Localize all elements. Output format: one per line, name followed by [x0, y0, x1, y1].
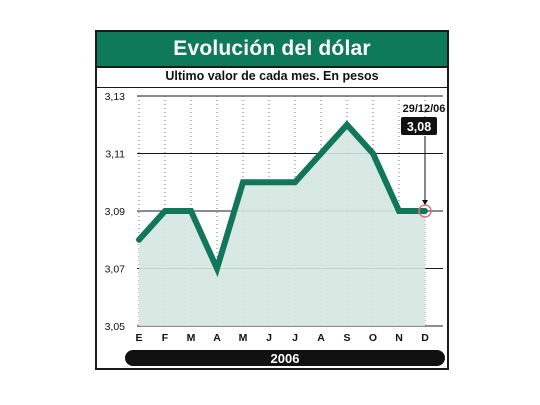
x-tick-label: M: [239, 332, 248, 344]
x-tick-label: N: [395, 332, 403, 344]
y-tick-label: 3,11: [105, 149, 125, 161]
x-tick-label: E: [135, 332, 142, 344]
x-tick-label: J: [266, 332, 272, 344]
y-tick-label: 3,13: [105, 91, 126, 103]
chart-frame: Evolución del dólar Ultimo valor de cada…: [95, 30, 449, 370]
data-point: [189, 209, 193, 213]
x-tick-label: O: [369, 332, 377, 344]
data-point: [345, 122, 349, 127]
x-tick-label: S: [343, 332, 350, 344]
x-tick-label: A: [213, 332, 221, 344]
chart-title: Evolución del dólar: [173, 37, 371, 60]
x-tick-label: J: [292, 332, 298, 344]
data-point: [397, 209, 401, 213]
data-point: [293, 180, 297, 185]
data-point: [319, 151, 323, 156]
subtitle-divider: [97, 87, 447, 88]
area-fill: [139, 124, 425, 326]
line-chart: 3,05 3,07 3,09 3,11 3,13 E F M A M J J A S O N D 29/12/06…: [105, 91, 446, 344]
data-point: [215, 266, 219, 271]
y-tick-label: 3,09: [105, 206, 126, 218]
x-tick-label: M: [187, 332, 196, 344]
y-tick-label: 3,07: [105, 264, 126, 276]
y-tick-label: 3,05: [105, 321, 126, 333]
annotation-value: 3,08: [407, 120, 431, 134]
x-tick-label: A: [317, 332, 325, 344]
year-bar: 2006: [125, 350, 445, 366]
data-point: [423, 209, 427, 213]
annotation-date: 29/12/06: [403, 103, 446, 115]
annotation-value-box: [401, 117, 437, 135]
annotation-arrowhead: [422, 200, 428, 205]
x-tick-label: F: [162, 332, 169, 344]
chart-subtitle: Ultimo valor de cada mes. En pesos: [165, 69, 379, 83]
year-label: 2006: [270, 350, 300, 366]
data-point: [267, 180, 271, 185]
x-tick-label: D: [421, 332, 429, 344]
data-point: [163, 209, 167, 213]
series-line: [136, 120, 428, 278]
data-point: [371, 151, 375, 156]
data-point: [137, 237, 141, 242]
title-bar: Evolución del dólar: [97, 32, 447, 68]
data-point: [241, 180, 245, 185]
